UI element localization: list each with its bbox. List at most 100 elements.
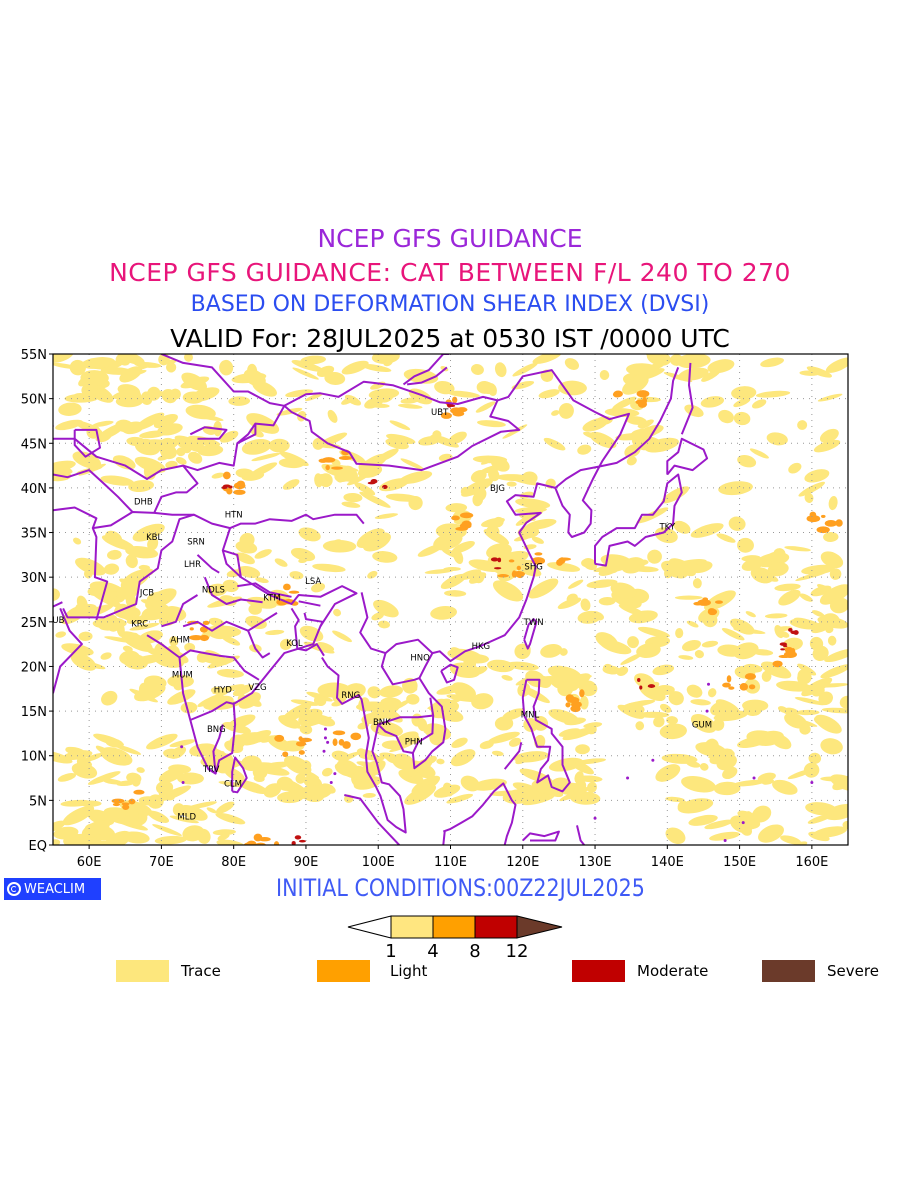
trace-area bbox=[173, 681, 184, 691]
trace-area bbox=[491, 750, 504, 757]
trace-area bbox=[343, 492, 363, 503]
trace-area bbox=[801, 677, 833, 697]
trace-area bbox=[793, 617, 815, 627]
trace-area bbox=[136, 767, 145, 773]
trace-area bbox=[558, 728, 581, 737]
trace-area bbox=[479, 740, 494, 750]
trace-area bbox=[712, 718, 725, 731]
lon-label: 140E bbox=[651, 855, 684, 870]
trace-area bbox=[666, 716, 678, 725]
city-label-krc: KRC bbox=[131, 620, 148, 630]
island-mark bbox=[651, 758, 655, 762]
trace-area bbox=[319, 473, 333, 488]
moderate-area bbox=[788, 628, 793, 632]
trace-area bbox=[710, 701, 731, 716]
trace-area bbox=[496, 474, 531, 482]
trace-area bbox=[312, 563, 346, 573]
trace-area bbox=[216, 669, 244, 678]
trace-area bbox=[297, 716, 332, 729]
colorbar-min-arrow bbox=[347, 915, 392, 939]
weaclim-text: WEACLIM bbox=[24, 881, 86, 897]
trace-area bbox=[92, 420, 114, 427]
light-area bbox=[322, 457, 336, 463]
trace-area bbox=[115, 419, 134, 433]
trace-area bbox=[398, 403, 423, 409]
trace-area bbox=[215, 812, 246, 825]
light-area bbox=[350, 732, 362, 741]
light-area bbox=[274, 734, 285, 742]
trace-area bbox=[818, 691, 833, 706]
trace-area bbox=[487, 659, 515, 673]
trace-area bbox=[404, 784, 437, 805]
light-area bbox=[233, 482, 246, 490]
trace-area bbox=[481, 517, 505, 528]
city-label-lhr: LHR bbox=[184, 560, 201, 570]
city-label-shg: SHG bbox=[524, 562, 542, 572]
light-area bbox=[452, 396, 458, 404]
trace-area bbox=[519, 685, 550, 704]
legend-moderate: Moderate bbox=[572, 960, 708, 982]
island-mark bbox=[180, 745, 184, 749]
city-label-jcb: JCB bbox=[139, 588, 154, 598]
trace-area bbox=[216, 801, 235, 814]
boundary-line bbox=[522, 830, 560, 842]
lon-label: 150E bbox=[723, 855, 756, 870]
trace-area bbox=[795, 570, 830, 581]
trace-area bbox=[341, 501, 361, 508]
trace-area bbox=[71, 762, 98, 779]
light-area bbox=[511, 570, 525, 578]
trace-area bbox=[332, 539, 342, 545]
trace-area bbox=[470, 470, 487, 483]
trace-area bbox=[688, 814, 718, 826]
lon-label: 90E bbox=[294, 855, 319, 870]
light-area bbox=[451, 515, 460, 521]
trace-area bbox=[531, 536, 544, 544]
light-area bbox=[202, 620, 210, 626]
trace-area bbox=[386, 433, 416, 444]
trace-area bbox=[338, 751, 359, 762]
trace-area bbox=[644, 437, 679, 453]
trace-area bbox=[814, 714, 842, 734]
island-mark bbox=[326, 740, 330, 744]
boundary-line bbox=[497, 369, 630, 467]
trace-area bbox=[367, 570, 378, 579]
trace-area bbox=[825, 357, 848, 373]
boundary-line bbox=[554, 465, 601, 538]
light-area bbox=[331, 466, 343, 470]
trace-area bbox=[676, 354, 711, 369]
trace-area bbox=[418, 435, 441, 446]
city-label-ubt: UBT bbox=[431, 408, 449, 418]
trace-area bbox=[612, 396, 637, 411]
trace-area bbox=[512, 362, 538, 377]
trace-area bbox=[237, 780, 268, 795]
chart-title: NCEP GFS GUIDANCE bbox=[317, 224, 583, 253]
island-mark bbox=[329, 781, 333, 785]
trace-area bbox=[558, 402, 574, 419]
island-mark bbox=[752, 776, 756, 780]
trace-area bbox=[222, 579, 239, 593]
trace-area bbox=[399, 470, 433, 484]
trace-area bbox=[755, 390, 791, 398]
initial-conditions: INITIAL CONDITIONS:00Z22JUL2025 bbox=[276, 874, 645, 902]
trace-area bbox=[81, 820, 110, 838]
trace-area bbox=[787, 769, 812, 780]
light-area bbox=[534, 552, 543, 556]
trace-area bbox=[477, 420, 506, 428]
trace-area bbox=[75, 557, 106, 576]
light-area bbox=[715, 600, 723, 604]
trace-area bbox=[551, 410, 560, 416]
trace-area bbox=[112, 388, 140, 400]
trace-area bbox=[119, 650, 140, 665]
boundary-line bbox=[212, 724, 224, 774]
trace-area bbox=[176, 447, 186, 457]
trace-area bbox=[686, 684, 703, 698]
light-area bbox=[342, 741, 351, 749]
boundary-line bbox=[523, 618, 538, 650]
island-mark bbox=[322, 749, 326, 753]
trace-area bbox=[732, 816, 761, 830]
trace-area bbox=[80, 370, 109, 386]
boundary-line bbox=[298, 600, 321, 607]
trace-area bbox=[249, 427, 264, 438]
trace-area bbox=[661, 560, 688, 579]
trace-area bbox=[53, 354, 74, 363]
